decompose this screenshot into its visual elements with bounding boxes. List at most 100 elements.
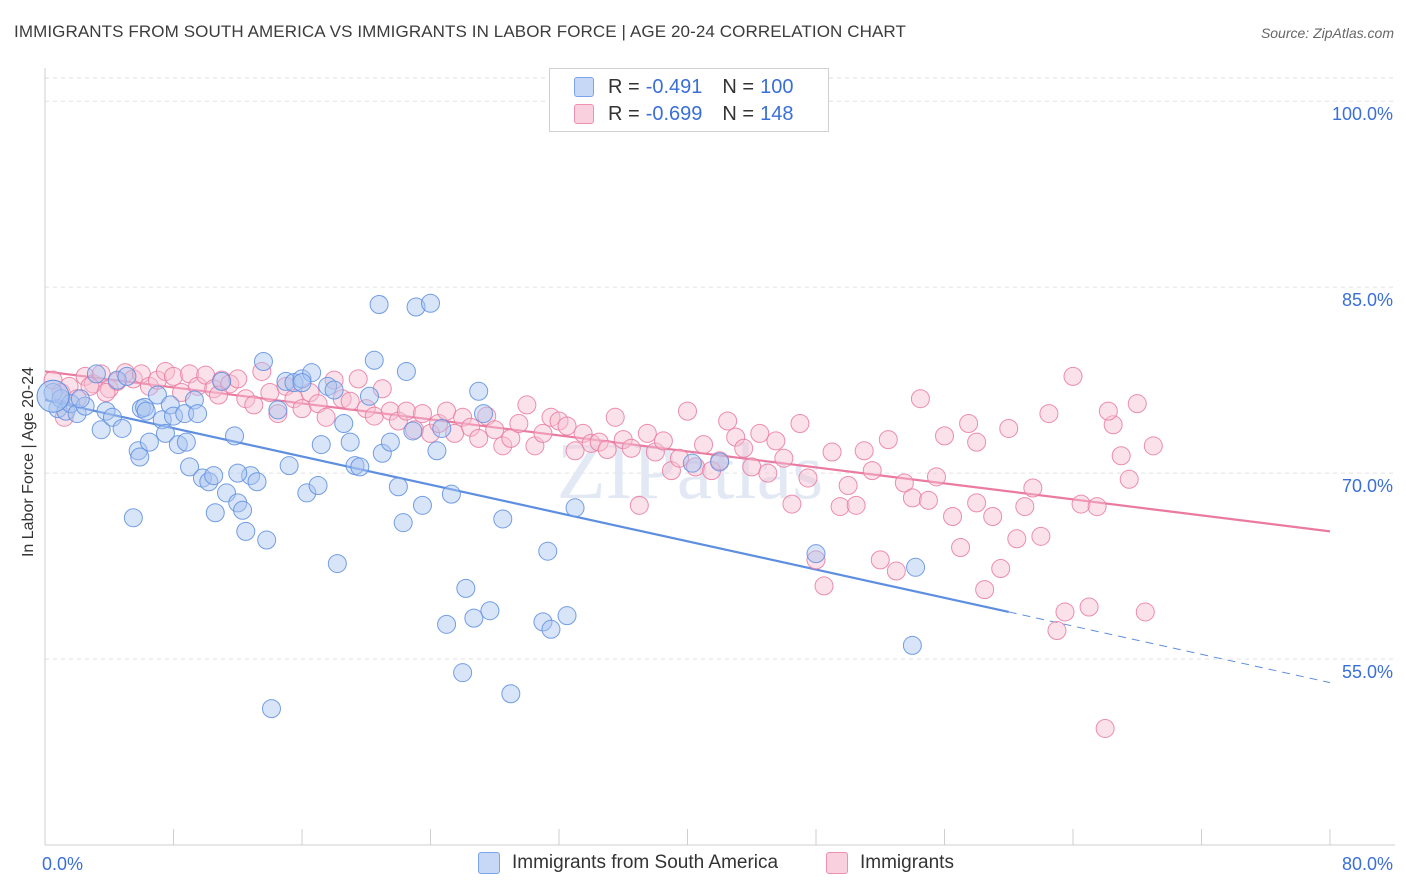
data-point xyxy=(653,431,673,451)
data-point xyxy=(959,414,979,434)
data-point xyxy=(1055,602,1075,622)
data-point xyxy=(686,457,706,477)
data-point xyxy=(669,448,689,468)
data-point xyxy=(999,418,1019,438)
data-point xyxy=(975,580,995,600)
data-point xyxy=(878,430,898,450)
data-point xyxy=(902,635,922,655)
data-point xyxy=(694,435,714,455)
data-point xyxy=(412,495,432,515)
data-point xyxy=(233,500,253,520)
data-point xyxy=(404,420,424,440)
n-value: 100 xyxy=(760,75,794,98)
data-point xyxy=(139,432,159,452)
r-value: -0.699 xyxy=(645,102,703,125)
y-tick-label: 85.0% xyxy=(1342,290,1393,310)
data-point xyxy=(1087,497,1107,517)
data-point xyxy=(1023,478,1043,498)
data-point xyxy=(597,440,617,460)
data-point xyxy=(356,399,376,419)
data-point xyxy=(790,414,810,434)
data-point xyxy=(260,383,280,403)
data-point xyxy=(432,418,452,438)
legend-item-immigrants[interactable]: Immigrants xyxy=(826,852,954,874)
data-point xyxy=(517,395,537,415)
data-point xyxy=(894,473,914,493)
data-point xyxy=(589,432,609,452)
data-point xyxy=(493,436,513,456)
data-point xyxy=(67,404,87,424)
data-point xyxy=(112,418,132,438)
data-point xyxy=(918,490,938,510)
data-point xyxy=(212,371,232,391)
data-point xyxy=(734,438,754,458)
data-point xyxy=(91,420,111,440)
data-point xyxy=(350,457,370,477)
data-point xyxy=(557,416,577,436)
data-point xyxy=(1095,718,1115,738)
x-tick-label: 0.0% xyxy=(42,854,83,874)
data-point xyxy=(806,544,826,564)
data-point xyxy=(380,401,400,421)
data-point xyxy=(369,294,389,314)
y-tick-labels: 55.0% 70.0% 85.0% 100.0% xyxy=(1332,104,1393,682)
data-point xyxy=(742,457,762,477)
data-point xyxy=(830,497,850,517)
data-point xyxy=(798,468,818,488)
data-point xyxy=(926,467,946,487)
data-point xyxy=(380,432,400,452)
legend-label: Immigrants xyxy=(860,852,954,873)
data-point xyxy=(136,401,156,421)
data-point xyxy=(36,379,70,413)
data-point xyxy=(279,456,299,476)
data-point xyxy=(252,361,272,381)
data-point xyxy=(461,417,481,437)
y-tick-label: 55.0% xyxy=(1342,662,1393,682)
y-tick-label: 100.0% xyxy=(1332,104,1393,124)
legend-swatch-pink xyxy=(574,104,594,124)
data-point xyxy=(427,441,447,461)
data-point xyxy=(557,606,577,626)
data-point xyxy=(1031,526,1051,546)
data-point xyxy=(364,350,384,370)
data-point xyxy=(228,463,248,483)
series-legend: Immigrants from South America Immigrants xyxy=(0,852,1406,878)
y-tick-label: 70.0% xyxy=(1342,476,1393,496)
data-point xyxy=(308,475,328,495)
data-point xyxy=(130,447,150,467)
data-point xyxy=(862,461,882,481)
legend-row-immigrants: R = -0.699 N = 148 xyxy=(574,101,793,127)
data-point xyxy=(297,483,317,503)
data-point xyxy=(453,407,473,427)
data-point xyxy=(441,484,461,504)
data-point xyxy=(276,371,296,391)
data-point xyxy=(204,466,224,486)
legend-row-south-america: R = -0.491 N = 100 xyxy=(574,74,793,100)
data-point xyxy=(1007,529,1027,549)
data-point xyxy=(1039,404,1059,424)
data-point xyxy=(501,684,521,704)
data-point xyxy=(1098,401,1118,421)
chart-title: IMMIGRANTS FROM SOUTH AMERICA VS IMMIGRA… xyxy=(14,22,906,41)
legend-item-south-america[interactable]: Immigrants from South America xyxy=(478,852,778,874)
data-point xyxy=(678,401,697,421)
data-point xyxy=(75,366,95,386)
data-point xyxy=(244,395,264,415)
data-point xyxy=(388,411,408,431)
data-point xyxy=(509,414,529,434)
chart-source: Source: ZipAtlas.com xyxy=(1260,25,1394,41)
trend-line xyxy=(44,398,1009,614)
data-point xyxy=(886,561,906,581)
data-point xyxy=(318,376,338,396)
data-point xyxy=(806,550,826,570)
data-point xyxy=(565,498,585,518)
data-point xyxy=(228,369,248,389)
data-point xyxy=(538,541,558,561)
data-point xyxy=(750,423,770,443)
data-point xyxy=(501,428,521,448)
data-point xyxy=(766,431,786,451)
data-point xyxy=(464,608,484,628)
correlation-legend: R = -0.491 N = 100 R = -0.699 N = 148 xyxy=(549,68,829,132)
data-point xyxy=(164,366,183,386)
data-point xyxy=(967,432,987,452)
